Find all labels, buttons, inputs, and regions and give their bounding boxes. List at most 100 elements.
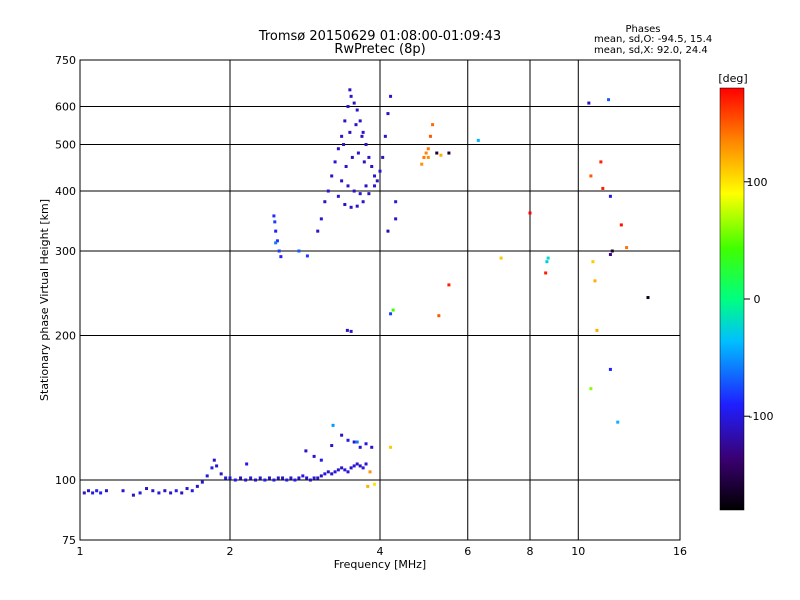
data-point (381, 155, 385, 159)
data-point (323, 472, 327, 476)
plot-frame (79, 59, 681, 541)
data-point (131, 493, 135, 497)
data-point (616, 420, 620, 424)
data-point (195, 484, 199, 488)
data-point (367, 192, 371, 196)
data-point (304, 449, 308, 453)
x-tick-label: 2 (227, 545, 234, 558)
data-point (355, 204, 359, 208)
y-tick-label: 100 (55, 474, 76, 487)
data-point (346, 470, 350, 474)
data-point (210, 466, 214, 470)
data-point (544, 271, 548, 275)
data-point (394, 200, 398, 204)
data-point (305, 254, 309, 258)
data-point (157, 491, 161, 495)
data-point (293, 478, 297, 482)
data-point (447, 283, 451, 287)
data-point (121, 489, 125, 493)
data-point (342, 143, 346, 147)
data-point (358, 192, 362, 196)
x-tick-label: 1 (77, 545, 84, 558)
data-point (366, 484, 370, 488)
data-point (391, 308, 395, 312)
data-point (428, 134, 432, 138)
data-point (239, 476, 243, 480)
data-point (326, 189, 330, 193)
data-point (267, 476, 271, 480)
data-point (343, 468, 347, 472)
data-point (346, 438, 350, 442)
data-point (499, 256, 503, 260)
data-point (200, 480, 204, 484)
data-point (316, 476, 320, 480)
data-point (319, 474, 323, 478)
data-point (82, 491, 86, 495)
data-point (169, 491, 173, 495)
data-point (308, 478, 312, 482)
stats-o: mean, sd,O: -94.5, 15.4 (594, 34, 712, 45)
data-point (336, 147, 340, 151)
data-point (233, 478, 237, 482)
colorbar-tick-label: 100 (747, 176, 768, 189)
data-point (279, 255, 283, 259)
data-point (312, 476, 316, 480)
data-point (151, 489, 155, 493)
chart-subtitle: RwPretec (8p) (334, 42, 425, 57)
x-tick-label: 4 (377, 545, 384, 558)
data-point (355, 440, 359, 444)
data-point (595, 328, 599, 332)
data-point (297, 249, 301, 253)
data-point (528, 211, 532, 215)
y-tick-label: 200 (55, 330, 76, 343)
data-point (349, 94, 353, 98)
data-point (352, 189, 356, 193)
data-point (370, 445, 374, 449)
data-point (361, 466, 365, 470)
data-point (424, 151, 428, 155)
data-point (99, 491, 103, 495)
data-point (219, 472, 223, 476)
data-point (297, 476, 301, 480)
data-point (276, 476, 280, 480)
data-point (361, 200, 365, 204)
data-point (476, 138, 480, 142)
data-point (389, 94, 393, 98)
data-point (348, 130, 352, 134)
data-point (249, 476, 253, 480)
data-point (275, 239, 279, 243)
data-point (625, 246, 629, 250)
data-point (437, 314, 441, 318)
data-point (420, 162, 424, 166)
y-tick-label: 400 (55, 185, 76, 198)
data-point (340, 466, 344, 470)
data-point (362, 160, 366, 164)
colorbar (719, 87, 745, 511)
data-point (610, 249, 614, 253)
data-point (349, 205, 353, 209)
data-point (587, 101, 591, 105)
data-point (589, 387, 593, 391)
data-point (431, 123, 435, 127)
data-point (373, 184, 377, 188)
data-point (289, 476, 293, 480)
data-point (190, 489, 194, 493)
data-point (364, 184, 368, 188)
data-point (349, 329, 353, 333)
data-point (272, 214, 276, 218)
data-point (145, 487, 149, 491)
data-point (312, 454, 316, 458)
data-point (607, 98, 611, 102)
data-point (340, 179, 344, 183)
data-point (95, 489, 99, 493)
data-point (386, 229, 390, 233)
x-axis-label: Frequency [MHz] (334, 558, 426, 571)
data-point (389, 312, 393, 316)
data-point (601, 186, 605, 190)
data-point (305, 476, 309, 480)
data-point (545, 260, 549, 264)
data-point (646, 296, 650, 300)
x-tick-label: 16 (673, 545, 687, 558)
data-point (274, 229, 278, 233)
data-point (205, 474, 209, 478)
